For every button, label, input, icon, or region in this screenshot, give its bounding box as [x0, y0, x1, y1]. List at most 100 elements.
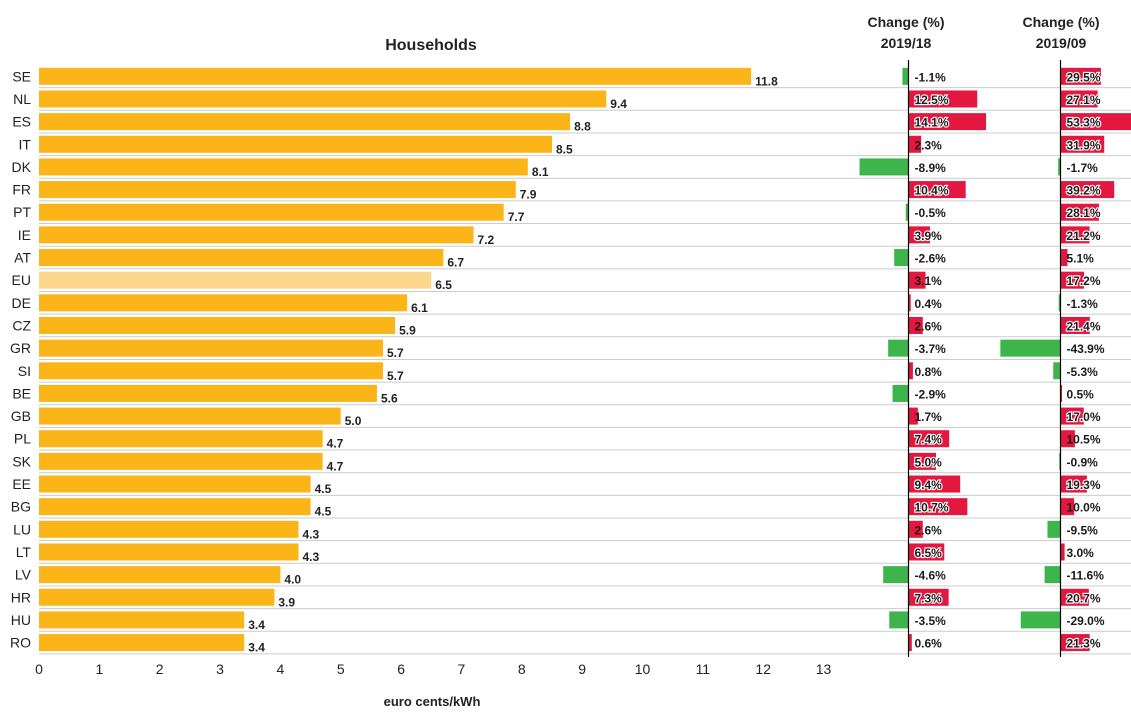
category-label: LV — [15, 567, 32, 583]
change-2019-18-bar — [902, 68, 908, 85]
value-bar — [39, 136, 552, 153]
change-2019-18-label: -2.9% — [915, 387, 947, 401]
value-bar — [39, 181, 516, 198]
category-label: HU — [11, 612, 31, 628]
change-2019-09-label: 10.5% — [1067, 433, 1101, 447]
category-label: NL — [13, 91, 31, 107]
change-2019-18-bar — [893, 385, 909, 402]
value-bar — [39, 226, 474, 243]
x-tick-label: 12 — [755, 661, 771, 677]
value-label: 7.2 — [478, 233, 495, 247]
value-label: 7.9 — [520, 188, 537, 202]
x-tick-label: 6 — [397, 661, 405, 677]
category-label: CZ — [12, 317, 31, 333]
change-2019-18-label: 2.6% — [915, 319, 943, 333]
value-bar — [39, 158, 528, 175]
value-bar — [39, 249, 443, 266]
change-2019-09-label: -0.9% — [1067, 455, 1099, 469]
value-bar — [39, 498, 311, 515]
value-label: 5.0 — [345, 414, 362, 428]
value-bar — [39, 521, 299, 538]
change-2019-09-label: -43.9% — [1067, 342, 1105, 356]
change-2019-09-label: 20.7% — [1067, 591, 1101, 605]
category-label: EU — [12, 272, 31, 288]
value-bar — [39, 90, 606, 107]
x-tick-label: 4 — [277, 661, 285, 677]
x-axis-title: euro cents/kWh — [384, 694, 481, 709]
x-tick-label: 9 — [578, 661, 586, 677]
category-label: ES — [12, 114, 31, 130]
category-label: PL — [14, 431, 31, 447]
change-2019-09-label: 53.3% — [1067, 116, 1101, 130]
value-label: 8.1 — [532, 165, 549, 179]
change-2019-18-bar — [888, 340, 908, 357]
value-bar — [39, 408, 341, 425]
x-tick-label: 11 — [696, 661, 711, 677]
change-2019-09-label: 21.3% — [1067, 637, 1101, 651]
value-label: 4.7 — [327, 437, 344, 451]
value-bar — [39, 113, 570, 130]
category-label: SK — [12, 453, 31, 469]
value-bar — [39, 204, 504, 221]
change-2019-18-label: 6.5% — [915, 546, 943, 560]
change-2019-18-label: -3.7% — [915, 342, 947, 356]
change-2019-09-bar — [1047, 521, 1060, 538]
change-2019-09-label: -1.7% — [1067, 161, 1099, 175]
category-label: DE — [12, 295, 31, 311]
change-2019-09-label: 10.0% — [1067, 501, 1101, 515]
change-2019-18-bar — [883, 566, 908, 583]
category-label: GB — [11, 408, 31, 424]
value-label: 4.0 — [284, 573, 301, 587]
value-label: 5.9 — [399, 323, 416, 337]
change-2019-18-header-line2: 2019/18 — [881, 35, 932, 51]
change-2019-18-label: -4.6% — [915, 569, 947, 583]
change-2019-09-label: -5.3% — [1067, 365, 1099, 379]
value-label: 4.3 — [303, 527, 320, 541]
category-label: BE — [12, 385, 31, 401]
value-bar — [39, 340, 383, 357]
change-2019-09-label: 5.1% — [1067, 252, 1095, 266]
value-bar — [39, 566, 280, 583]
value-bar — [39, 385, 377, 402]
change-2019-09-label: 0.5% — [1067, 387, 1095, 401]
change-2019-18-label: 0.6% — [915, 637, 943, 651]
change-2019-18-header-line1: Change (%) — [868, 14, 945, 30]
value-bar — [39, 362, 383, 379]
change-2019-09-bar — [1061, 543, 1065, 560]
change-2019-18-label: 3.1% — [915, 274, 943, 288]
change-2019-18-label: 3.9% — [915, 229, 943, 243]
value-bar — [39, 317, 395, 334]
change-2019-18-bar — [889, 611, 908, 628]
value-label: 4.7 — [327, 459, 344, 473]
change-2019-18-label: -0.5% — [915, 206, 947, 220]
value-bar — [39, 611, 244, 628]
change-2019-09-header-line2: 2019/09 — [1036, 35, 1087, 51]
value-label: 3.9 — [278, 595, 295, 609]
change-2019-18-label: 10.7% — [915, 501, 949, 515]
change-2019-18-label: 2.3% — [915, 138, 943, 152]
value-bar — [39, 294, 407, 311]
category-label: GR — [10, 340, 31, 356]
change-2019-18-label: 9.4% — [915, 478, 943, 492]
change-2019-18-label: 2.6% — [915, 523, 943, 537]
x-tick-label: 5 — [337, 661, 345, 677]
category-label: LT — [16, 544, 32, 560]
